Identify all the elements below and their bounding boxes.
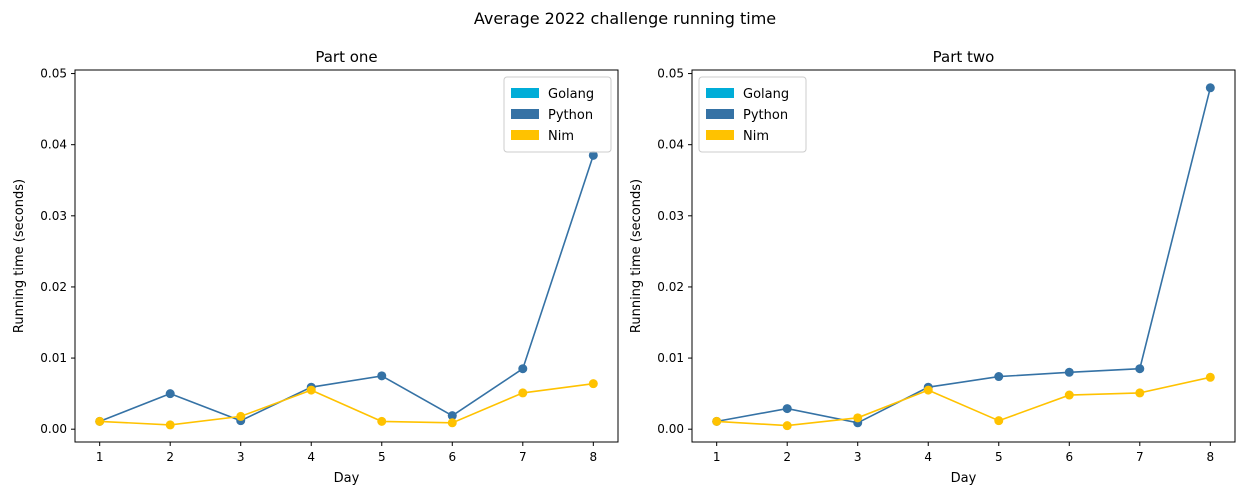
y-tick-label: 0.05 (40, 67, 67, 81)
data-point-python (447, 411, 457, 421)
data-point-nim (95, 416, 105, 426)
series-line-python (99, 155, 595, 423)
y-axis-label: Running time (seconds) (629, 179, 644, 333)
x-tick-label: 3 (237, 450, 245, 464)
y-axis-label: Running time (seconds) (12, 179, 27, 333)
series-line-python (716, 87, 1212, 424)
x-tick-label: 8 (589, 450, 597, 464)
data-point-python (588, 150, 598, 160)
x-tick-label: 8 (1206, 450, 1214, 464)
legend-swatch-golang (706, 88, 734, 98)
x-tick-label: 3 (854, 450, 862, 464)
data-point-python (377, 371, 387, 381)
y-tick-label: 0.05 (657, 67, 684, 81)
axes-frame (691, 69, 1236, 443)
data-point-nim (236, 411, 246, 421)
data-point-nim (377, 416, 387, 426)
data-point-nim (518, 388, 528, 398)
legend-label-python: Python (548, 108, 593, 123)
y-tick-label: 0.03 (40, 209, 67, 223)
y-tick-label: 0.02 (657, 280, 684, 294)
x-axis-label: Day (951, 471, 977, 486)
legend-label-nim: Nim (548, 129, 574, 144)
x-tick-label: 7 (1136, 450, 1144, 464)
legend-swatch-python (706, 109, 734, 119)
figure-suptitle: Average 2022 challenge running time (474, 9, 776, 28)
legend-swatch-golang (511, 88, 539, 98)
data-point-python (1135, 364, 1145, 374)
data-point-nim (782, 421, 792, 431)
y-tick-label: 0.02 (40, 280, 67, 294)
x-tick-label: 6 (448, 450, 456, 464)
data-point-python (1064, 367, 1074, 377)
legend-swatch-python (511, 109, 539, 119)
legend: Golang Python Nim (503, 76, 612, 153)
x-axis-label: Day (334, 471, 360, 486)
axes-part-one: Part one 1 2 3 4 5 6 7 8 0.00 0.01 0.02 0.03 0.04 0.05… (12, 48, 619, 486)
y-tick-label: 0.04 (40, 138, 67, 152)
legend-label-golang: Golang (548, 87, 594, 102)
y-tick-label: 0.01 (40, 351, 67, 365)
x-tick-label: 4 (924, 450, 932, 464)
axes-part-two: Part two 1 2 3 4 5 6 7 8 0.00 0.01 0.02 0.03 0.04 0.05… (629, 48, 1236, 486)
axes-title: Part two (933, 48, 995, 66)
x-tick-label: 1 (713, 450, 721, 464)
axes-frame (74, 69, 619, 443)
legend: Golang Python Nim (698, 76, 807, 153)
data-point-nim (1064, 390, 1074, 400)
y-tick-label: 0.04 (657, 138, 684, 152)
data-point-python (782, 404, 792, 414)
data-point-nim (306, 385, 316, 395)
x-tick-label: 5 (995, 450, 1003, 464)
data-point-nim (165, 420, 175, 430)
data-point-python (518, 364, 528, 374)
x-tick-label: 4 (307, 450, 315, 464)
x-tick-label: 1 (96, 450, 104, 464)
legend-label-python: Python (743, 108, 788, 123)
legend-swatch-nim (706, 130, 734, 140)
data-point-nim (994, 416, 1004, 426)
data-point-nim (447, 418, 457, 428)
data-point-nim (1205, 372, 1215, 382)
legend-swatch-nim (511, 130, 539, 140)
y-tick-label: 0.00 (657, 422, 684, 436)
data-point-python (994, 372, 1004, 382)
y-tick-label: 0.00 (40, 422, 67, 436)
x-tick-label: 5 (378, 450, 386, 464)
data-point-nim (853, 413, 863, 423)
data-point-nim (923, 385, 933, 395)
y-tick-label: 0.03 (657, 209, 684, 223)
y-tick-label: 0.01 (657, 351, 684, 365)
data-point-nim (588, 379, 598, 389)
x-tick-label: 2 (166, 450, 174, 464)
legend-label-nim: Nim (743, 129, 769, 144)
series-line-nim (716, 376, 1211, 427)
x-tick-label: 7 (519, 450, 527, 464)
legend-label-golang: Golang (743, 87, 789, 102)
x-tick-label: 2 (783, 450, 791, 464)
data-point-nim (1135, 388, 1145, 398)
axes-title: Part one (315, 48, 377, 66)
data-point-python (1205, 83, 1215, 93)
series-line-nim (99, 382, 594, 426)
data-point-nim (712, 416, 722, 426)
x-tick-label: 6 (1065, 450, 1073, 464)
data-point-python (165, 389, 175, 399)
